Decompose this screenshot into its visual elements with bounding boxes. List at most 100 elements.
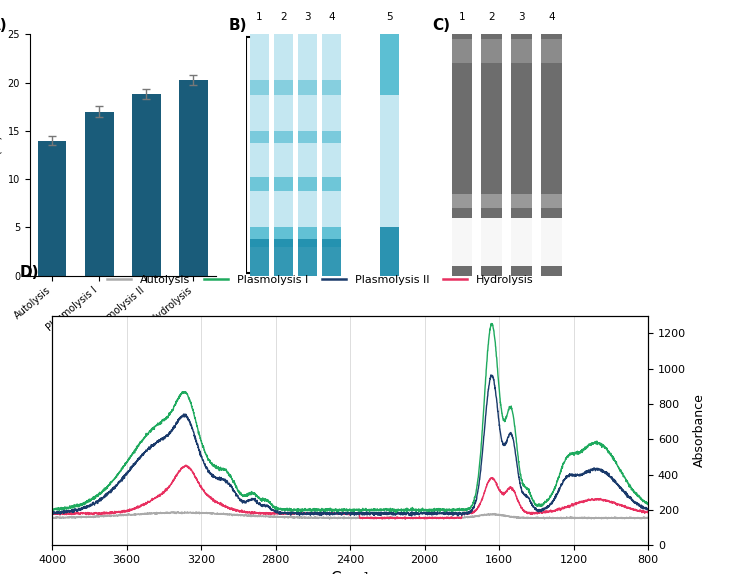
Bar — [322, 227, 341, 247]
Hydrolysis — [415, 515, 424, 522]
Text: A): A) — [0, 18, 7, 33]
Bar — [322, 131, 341, 143]
Text: C): C) — [432, 18, 450, 33]
Autolysis — [325, 515, 334, 522]
Bar — [85, 111, 113, 276]
Bar — [451, 39, 472, 63]
Bar — [381, 34, 399, 95]
Bar — [298, 227, 317, 247]
Plasmolysis II — [540, 506, 549, 513]
Bar — [250, 34, 269, 276]
X-axis label: Cm⁻¹: Cm⁻¹ — [330, 571, 370, 574]
Text: 3: 3 — [304, 13, 311, 22]
Text: 1: 1 — [256, 13, 263, 22]
Bar — [38, 141, 66, 276]
Plasmolysis I — [59, 504, 68, 511]
Bar — [541, 39, 562, 63]
Bar — [451, 218, 472, 266]
Autolysis — [390, 514, 399, 521]
Bar — [322, 239, 341, 276]
Plasmolysis I — [644, 500, 653, 507]
Hydrolysis — [540, 509, 549, 516]
Line: Hydrolysis: Hydrolysis — [52, 466, 648, 519]
Bar — [322, 34, 341, 276]
Autolysis — [48, 514, 57, 521]
Text: 1: 1 — [459, 13, 465, 22]
Bar — [274, 34, 293, 276]
Bar — [274, 131, 293, 143]
Hydrolysis — [644, 507, 653, 514]
Plasmolysis I — [487, 320, 496, 327]
Bar — [451, 34, 472, 276]
Legend: Autolysis, Plasmolysis I, Plasmolysis II, Hydrolysis: Autolysis, Plasmolysis I, Plasmolysis II… — [102, 271, 539, 290]
Bar — [381, 34, 399, 276]
Bar — [511, 39, 532, 63]
Bar — [250, 239, 269, 276]
Plasmolysis II — [48, 510, 57, 517]
Autolysis — [576, 515, 585, 522]
Plasmolysis II — [644, 505, 653, 512]
Plasmolysis I — [389, 506, 398, 513]
Text: 4: 4 — [548, 13, 554, 22]
Bar — [451, 193, 472, 208]
Text: 2: 2 — [489, 13, 495, 22]
Bar — [541, 218, 562, 266]
Bar — [298, 34, 317, 276]
Line: Plasmolysis I: Plasmolysis I — [52, 324, 648, 513]
Text: 2: 2 — [280, 13, 287, 22]
Plasmolysis II — [486, 371, 495, 378]
Plasmolysis I — [415, 507, 424, 514]
Bar — [298, 177, 317, 191]
Bar — [274, 239, 293, 276]
Plasmolysis II — [59, 507, 68, 514]
Bar — [274, 80, 293, 95]
Bar — [298, 80, 317, 95]
Bar — [180, 80, 208, 276]
Bar — [481, 34, 502, 276]
Autolysis — [415, 515, 424, 522]
Plasmolysis II — [408, 513, 416, 519]
Plasmolysis II — [389, 511, 398, 518]
Hydrolysis — [48, 511, 57, 518]
Bar — [250, 177, 269, 191]
Bar — [481, 193, 502, 208]
Autolysis — [59, 515, 68, 522]
Hydrolysis — [576, 498, 585, 505]
Autolysis — [540, 515, 549, 522]
Bar — [250, 131, 269, 143]
Hydrolysis — [123, 507, 132, 514]
Bar — [274, 177, 293, 191]
Plasmolysis II — [123, 468, 132, 475]
Text: B): B) — [229, 18, 247, 33]
Bar — [541, 34, 562, 276]
Bar — [298, 131, 317, 143]
Bar — [274, 227, 293, 247]
Bar — [133, 94, 161, 276]
Plasmolysis I — [48, 506, 57, 513]
Text: 4: 4 — [329, 13, 335, 22]
Plasmolysis I — [576, 449, 585, 456]
Line: Autolysis: Autolysis — [52, 512, 648, 519]
Bar — [481, 218, 502, 266]
Bar — [511, 34, 532, 276]
Bar — [541, 193, 562, 208]
Plasmolysis I — [123, 457, 132, 464]
Bar — [322, 177, 341, 191]
Y-axis label: Absorbance: Absorbance — [693, 394, 706, 467]
Autolysis — [123, 512, 132, 519]
Hydrolysis — [59, 511, 68, 518]
Plasmolysis II — [576, 471, 585, 478]
Bar — [511, 193, 532, 208]
Bar — [511, 218, 532, 266]
Hydrolysis — [389, 515, 398, 522]
Bar — [322, 80, 341, 95]
Autolysis — [173, 509, 182, 515]
Bar — [298, 239, 317, 276]
Text: 5: 5 — [387, 13, 393, 22]
Line: Plasmolysis II: Plasmolysis II — [52, 375, 648, 516]
Plasmolysis I — [391, 509, 400, 516]
Text: D): D) — [19, 265, 39, 280]
Plasmolysis I — [540, 499, 549, 506]
Text: 3: 3 — [519, 13, 524, 22]
Bar — [381, 227, 399, 276]
